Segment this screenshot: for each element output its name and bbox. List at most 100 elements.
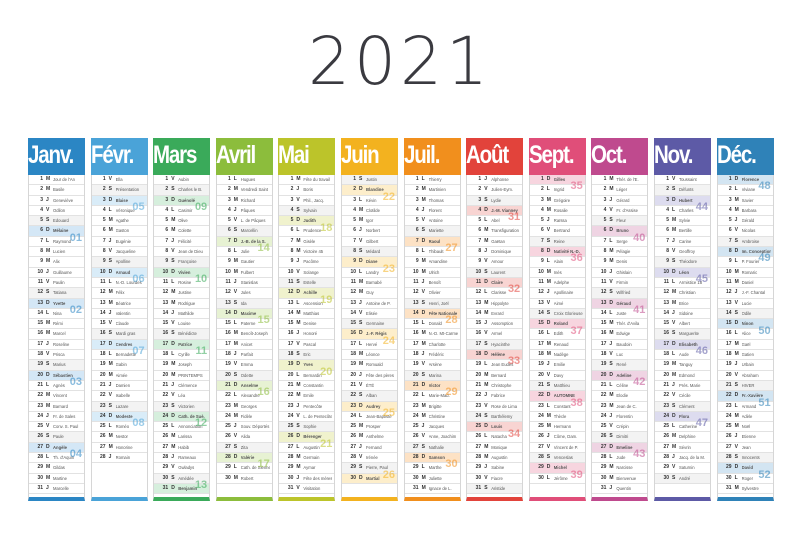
day-number: 26 — [663, 433, 669, 440]
day-row: 21 J Clémence — [154, 381, 210, 392]
week-number: 48 — [758, 180, 771, 193]
day-number: 26 — [726, 433, 732, 440]
saint-name: Aimée — [115, 372, 128, 378]
day-row: 31 M Ignace de L. — [404, 484, 460, 495]
saint-name: Transfiguration — [491, 228, 519, 234]
day-letter: L — [171, 278, 175, 285]
day-row: 19 D Yves — [279, 360, 335, 371]
day-letter: M — [108, 289, 113, 296]
saint-name: Isabelle — [115, 393, 131, 399]
day-letter: V — [171, 464, 175, 471]
day-row: 24 M Fidèle — [216, 412, 272, 423]
day-row: 4 J Florent — [404, 206, 460, 217]
saint-name: Aimé — [553, 300, 564, 306]
day-letter: M — [296, 454, 301, 461]
day-number: 18 — [413, 351, 419, 358]
day-number: 7 — [228, 237, 231, 244]
week-number: 46 — [695, 345, 708, 358]
day-number: 29 — [287, 464, 294, 471]
day-row: 3 D Blaise — [91, 195, 147, 206]
day-number: 12 — [413, 289, 419, 296]
day-number: 25 — [162, 423, 169, 430]
day-letter: D — [672, 340, 676, 347]
day-row: 24 D Modeste — [91, 411, 147, 423]
day-number: 16 — [162, 330, 169, 337]
saint-name: Jour de l'An — [53, 177, 75, 182]
saint-name: Paterne — [240, 321, 256, 327]
day-row: 10 D Léon — [655, 267, 710, 278]
saint-name: Vincent de P. — [553, 444, 579, 450]
day-letter: M — [233, 196, 238, 203]
day-row: 15 L Donald — [404, 319, 460, 330]
day-number: 29 — [350, 464, 356, 471]
day-letter: V — [546, 299, 551, 306]
day-number: 28 — [100, 454, 106, 461]
day-number: 30 — [350, 474, 356, 481]
day-letter: S — [171, 474, 175, 481]
week-number: 37 — [570, 324, 583, 337]
day-row: 11 L Rosine — [154, 278, 210, 289]
day-letter: J — [609, 412, 613, 419]
day-number: 13 — [162, 299, 169, 306]
day-letter: D — [546, 176, 551, 182]
day-row: 5 M Olive — [154, 216, 210, 227]
day-number: 19 — [475, 361, 482, 368]
day-letter: M — [46, 186, 51, 193]
day-row: 25 M Noël — [717, 422, 773, 433]
day-letter: L — [734, 474, 738, 481]
saint-name: Clotilde — [366, 207, 380, 213]
day-number: 15 — [413, 320, 419, 327]
day-number: 22 — [37, 392, 43, 399]
day-letter: M — [734, 278, 739, 285]
saint-name: Léger — [616, 187, 628, 193]
day-number: 14 — [538, 309, 544, 316]
day-number: 16 — [37, 330, 43, 337]
saint-name: Elisée — [366, 310, 378, 316]
day-letter: M — [296, 464, 301, 471]
day-row: 30 L Roger — [717, 474, 773, 484]
month-name: Sept. — [528, 141, 575, 169]
day-row: 18 M Nadège — [529, 350, 585, 361]
saint-name: Léonce — [366, 352, 380, 358]
day-letter: J — [233, 423, 237, 430]
day-letter: M — [46, 464, 51, 471]
day-row: 22 M Vincent — [29, 391, 84, 402]
day-number: 17 — [287, 340, 294, 347]
day-row: 31 J Marcelle — [29, 484, 84, 495]
day-number: 31 — [37, 484, 43, 491]
saint-name: Annonciation — [178, 424, 203, 430]
day-row: 19 J Urbain — [717, 360, 773, 371]
week-number: 20 — [320, 365, 333, 378]
saint-name: Lucie — [741, 300, 752, 306]
saint-name: Christian — [679, 290, 696, 296]
day-number: 16 — [287, 330, 294, 337]
day-letter: L — [734, 258, 738, 265]
day-row: 4 D J.-M. Vianney — [467, 205, 523, 217]
day-row: 24 M Christine — [404, 412, 460, 423]
day-row: 6 J Norbert — [342, 226, 397, 237]
day-row: 25 M Hermann — [529, 422, 585, 433]
saint-name: Paule — [53, 434, 64, 440]
saint-name: Fernand — [366, 444, 382, 450]
saint-name: Amédée — [178, 475, 194, 481]
day-row: 28 D Samson — [404, 453, 460, 464]
day-letter: J — [672, 237, 675, 244]
day-row: 27 D Angèle — [29, 442, 84, 454]
day-letter: M — [609, 330, 614, 337]
day-number: 22 — [162, 392, 169, 399]
day-row: 23 L Armand — [717, 402, 773, 412]
day-letter: S — [108, 402, 112, 409]
saint-name: Florent — [428, 207, 442, 213]
day-number: 20 — [287, 371, 294, 378]
day-number: 18 — [475, 351, 482, 358]
saint-name: Denise — [303, 321, 317, 327]
saint-name: Elodie — [616, 393, 629, 399]
day-row: 17 M Anicet — [216, 340, 272, 351]
day-letter: L — [171, 351, 175, 358]
saint-name: Kévin — [366, 197, 377, 203]
day-row: 20 M Aimée — [91, 371, 147, 381]
day-number: 17 — [475, 340, 482, 347]
day-letter: M — [233, 268, 238, 275]
day-letter: D — [546, 248, 551, 255]
saint-name: Zita — [240, 444, 248, 450]
